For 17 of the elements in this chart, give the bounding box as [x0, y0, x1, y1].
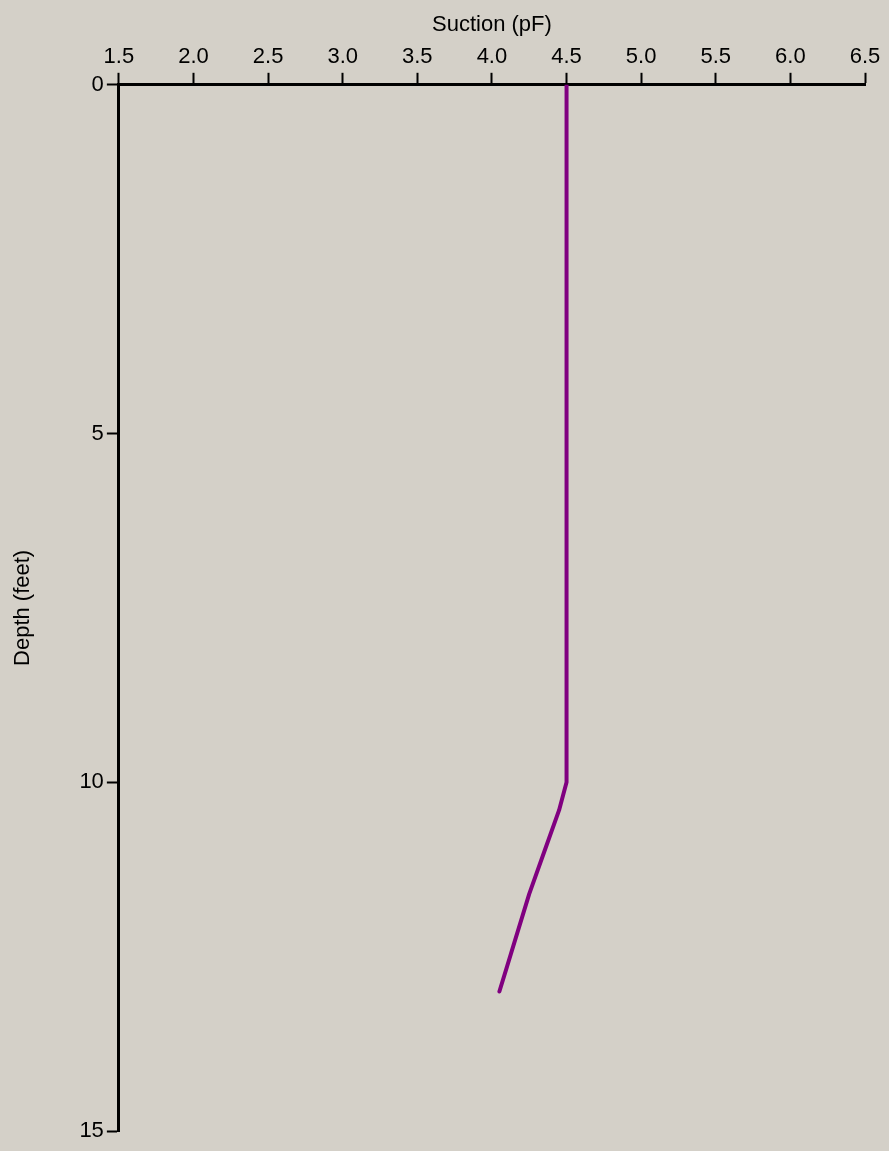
x-tick-label: 6.5 [849, 42, 881, 68]
x-tick-label: 3.0 [327, 42, 359, 68]
x-tick-label: 5.5 [700, 42, 732, 68]
x-tick-label: 2.5 [252, 42, 284, 68]
y-tick-label: 0 [91, 70, 104, 96]
y-axis-title: Depth (feet) [9, 549, 35, 666]
y-tick-label: 5 [91, 419, 104, 445]
x-tick-label: 2.0 [178, 42, 209, 68]
x-tick-label: 5.0 [625, 42, 657, 68]
y-tick-label: 15 [79, 1117, 104, 1143]
x-tick-label: 1.5 [103, 42, 135, 68]
x-tick-label: 3.5 [402, 42, 433, 68]
x-tick-label: 4.5 [551, 42, 582, 68]
y-tick-label: 10 [79, 768, 104, 794]
x-axis-title: Suction (pF) [432, 11, 552, 37]
x-tick-label: 4.0 [476, 42, 508, 68]
x-tick-label: 6.0 [775, 42, 806, 68]
